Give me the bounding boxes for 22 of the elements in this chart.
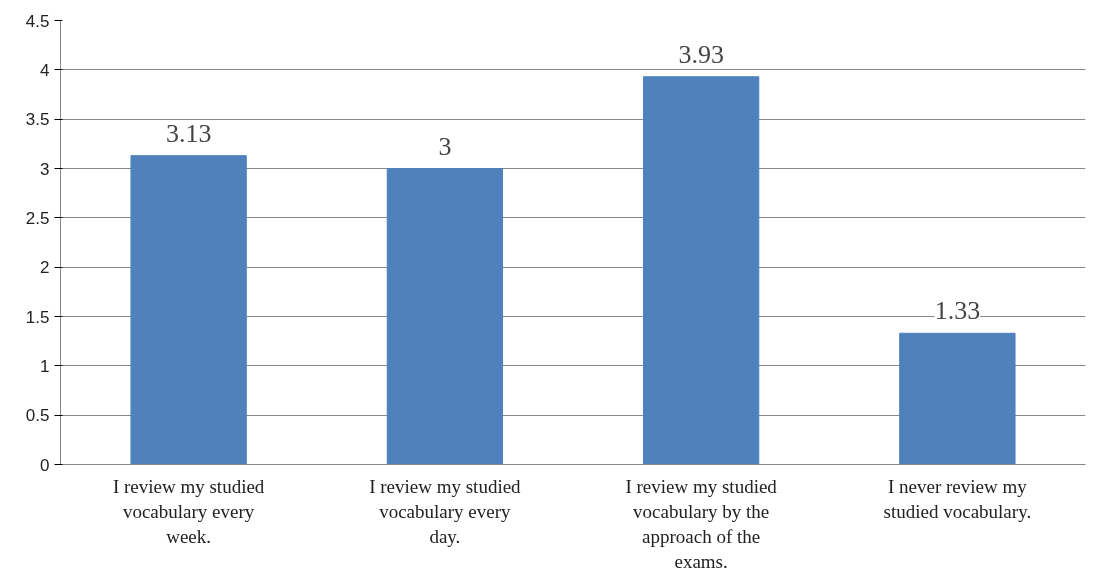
y-tick-label: 1 (40, 356, 50, 376)
y-tick-label: 4 (40, 60, 50, 80)
y-tick-label: 1.5 (25, 307, 50, 327)
data-label: 3.13 (165, 118, 212, 148)
x-tick-label: I never review my studied vocabulary. (883, 475, 1032, 522)
data-label: 3 (438, 131, 452, 161)
data-label: 3.93 (678, 39, 724, 69)
bar (899, 332, 1016, 465)
data-label: 1.33 (934, 296, 981, 326)
y-tick-label: 2 (40, 258, 50, 278)
y-tick-label: 0.5 (25, 406, 50, 426)
y-tick-label: 3 (40, 159, 50, 179)
y-tick-label: 0 (40, 455, 50, 475)
bar (386, 168, 504, 465)
bar (130, 155, 247, 465)
y-tick-label: 4.5 (25, 11, 50, 31)
x-tick-label: I review my studied vocabulary every week. (112, 475, 265, 547)
x-tick-label: I review my studied vocabulary by the approach of the exams. (625, 475, 778, 573)
y-tick-label: 2.5 (25, 208, 50, 228)
x-tick-label: I review my studied vocabulary every day. (369, 475, 522, 547)
bar (642, 76, 760, 465)
y-tick-label: 3.5 (25, 110, 50, 130)
